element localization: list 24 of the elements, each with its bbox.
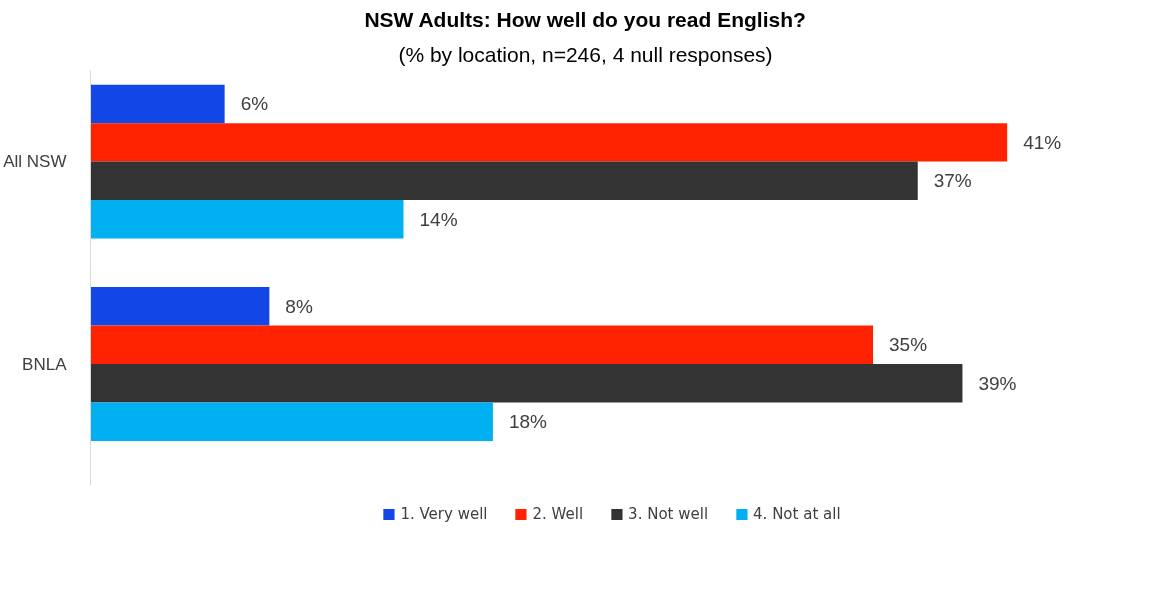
data-label: 8%	[285, 295, 313, 317]
bar	[90, 287, 270, 326]
bar	[90, 325, 874, 365]
bar	[90, 364, 963, 403]
chart-title: NSW Adults: How well do you read English?	[364, 7, 806, 31]
bar	[90, 161, 918, 201]
legend-label: 1. Very well	[400, 505, 488, 523]
legend-label: 4. Not at all	[753, 505, 841, 523]
data-label: 37%	[933, 170, 972, 192]
bar	[90, 84, 225, 124]
bar	[90, 200, 404, 239]
data-label: 6%	[240, 93, 269, 115]
y-tick-label: All NSW	[3, 152, 67, 172]
data-label: 39%	[978, 372, 1017, 394]
bar	[90, 123, 1008, 162]
bar	[90, 402, 493, 441]
chart-subtitle: (% by location, n=246, 4 null responses)	[398, 42, 773, 66]
data-label: 18%	[508, 411, 548, 433]
data-label: 14%	[419, 208, 458, 230]
data-label: 35%	[889, 334, 928, 356]
data-label: 41%	[1023, 131, 1062, 153]
legend-label: 2. Well	[532, 505, 584, 523]
legend-label: 3. Not well	[628, 505, 709, 523]
y-tick-label: BNLA	[22, 354, 68, 374]
